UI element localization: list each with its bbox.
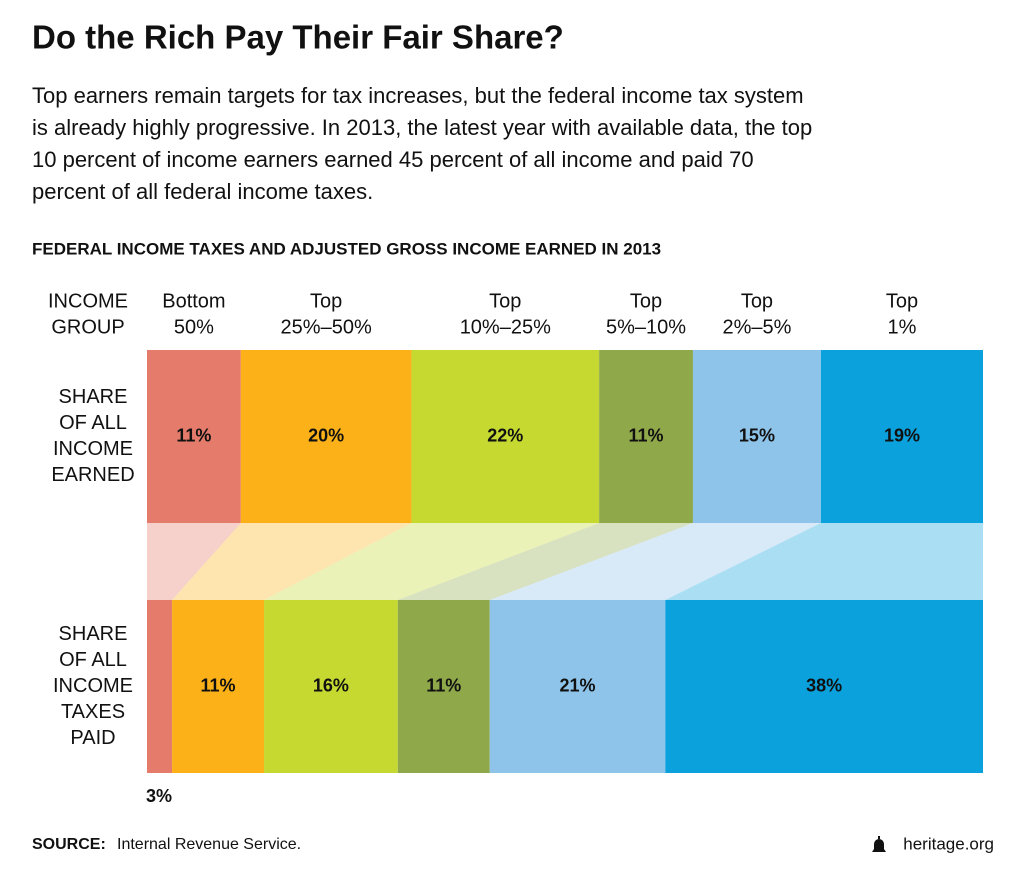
category-label: 5%–10% — [606, 316, 686, 338]
value-label: 11% — [426, 675, 461, 695]
category-label: Top — [630, 290, 662, 312]
category-label: 50% — [174, 316, 214, 338]
value-label: 21% — [560, 675, 596, 695]
chart-title: Do the Rich Pay Their Fair Share? — [32, 19, 564, 56]
value-label: 11% — [201, 675, 236, 695]
bar-segment — [240, 350, 412, 523]
row-label: EARNED — [51, 464, 134, 486]
bar-segment — [692, 350, 821, 523]
section-title: FEDERAL INCOME TAXES AND ADJUSTED GROSS … — [32, 239, 661, 258]
category-label: 2%–5% — [722, 316, 791, 338]
connector — [147, 523, 241, 600]
value-label: 16% — [313, 675, 349, 695]
source-label: SOURCE: — [32, 836, 106, 853]
subtitle-line: Top earners remain targets for tax incre… — [32, 83, 804, 108]
category-label: Top — [741, 290, 773, 312]
category-header: GROUP — [51, 316, 124, 338]
value-label: 15% — [739, 425, 775, 445]
value-label: 19% — [884, 425, 920, 445]
row-label: OF ALL — [59, 412, 127, 434]
subtitle-line: is already highly progressive. In 2013, … — [32, 115, 812, 140]
bar-segment — [599, 350, 693, 523]
category-label: Top — [886, 290, 918, 312]
value-label: 38% — [806, 675, 842, 695]
category-label: 25%–50% — [281, 316, 372, 338]
category-label: 1% — [888, 316, 917, 338]
connector — [172, 523, 412, 600]
subtitle-line: 10 percent of income earners earned 45 p… — [32, 147, 754, 172]
value-label: 11% — [176, 425, 211, 445]
bar-segment — [411, 350, 600, 523]
bar-segment — [264, 600, 398, 773]
row-label: OF ALL — [59, 649, 127, 671]
value-label: 3% — [146, 786, 172, 806]
bar-segment — [820, 350, 983, 523]
connector — [264, 523, 600, 600]
connector — [397, 523, 693, 600]
subtitle-line: percent of all federal income taxes. — [32, 179, 373, 204]
source-text: Internal Revenue Service. — [117, 836, 301, 853]
category-label: 10%–25% — [460, 316, 551, 338]
bar-segment — [147, 600, 173, 773]
bar-segment — [665, 600, 983, 773]
credit: heritage.org — [903, 834, 994, 853]
bar-segment — [172, 600, 265, 773]
bar-segment — [147, 350, 241, 523]
category-label: Bottom — [162, 290, 225, 312]
value-label: 11% — [629, 425, 664, 445]
row-label: SHARE — [59, 386, 128, 408]
connector — [489, 523, 821, 600]
row-label: INCOME — [53, 675, 133, 697]
row-label: TAXES — [61, 701, 125, 723]
row-label: INCOME — [53, 438, 133, 460]
bar-segment — [489, 600, 666, 773]
bell-icon — [872, 836, 886, 852]
connector — [665, 523, 983, 600]
category-label: Top — [310, 290, 342, 312]
row-label: PAID — [70, 727, 115, 749]
value-label: 20% — [308, 425, 344, 445]
category-label: Top — [489, 290, 521, 312]
row-label: SHARE — [59, 623, 128, 645]
category-header: INCOME — [48, 290, 128, 312]
value-label: 22% — [487, 425, 523, 445]
bar-segment — [397, 600, 490, 773]
